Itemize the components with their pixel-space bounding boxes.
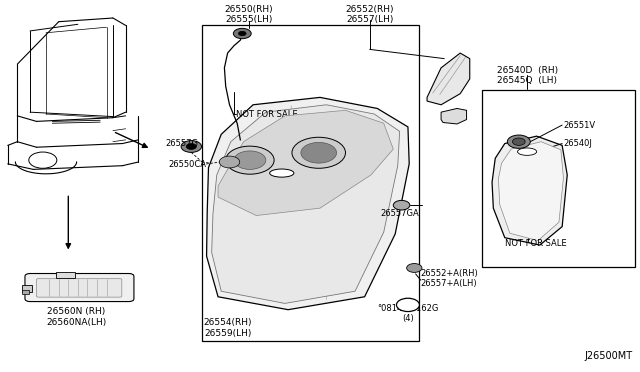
Text: 26540D  (RH)
26545Q  (LH): 26540D (RH) 26545Q (LH) xyxy=(497,65,557,85)
Text: J26500MT: J26500MT xyxy=(584,352,632,361)
Text: 26550(RH)
26555(LH): 26550(RH) 26555(LH) xyxy=(224,4,273,24)
Text: 26552(RH)
26557(LH): 26552(RH) 26557(LH) xyxy=(346,4,394,24)
Circle shape xyxy=(406,263,422,272)
Text: 26551V: 26551V xyxy=(563,121,596,129)
Text: B: B xyxy=(403,300,409,310)
Bar xyxy=(202,25,419,341)
Circle shape xyxy=(394,201,410,210)
Text: 26540J: 26540J xyxy=(563,139,592,148)
Ellipse shape xyxy=(518,148,537,155)
Text: 26554(RH)
26559(LH): 26554(RH) 26559(LH) xyxy=(204,318,252,338)
Bar xyxy=(483,90,636,267)
Circle shape xyxy=(239,31,246,36)
Circle shape xyxy=(220,156,240,168)
Polygon shape xyxy=(218,110,394,215)
Circle shape xyxy=(396,298,419,311)
Text: 26550C: 26550C xyxy=(286,172,319,181)
Polygon shape xyxy=(427,53,470,105)
Circle shape xyxy=(186,144,196,150)
Circle shape xyxy=(513,138,525,145)
Text: 26550CA: 26550CA xyxy=(168,160,206,169)
Text: 26557G: 26557G xyxy=(166,139,199,148)
Circle shape xyxy=(226,146,274,174)
Text: 26560N (RH)
26560NA(LH): 26560N (RH) 26560NA(LH) xyxy=(47,307,107,327)
Polygon shape xyxy=(207,97,409,310)
Bar xyxy=(22,285,32,292)
Circle shape xyxy=(292,137,346,168)
Polygon shape xyxy=(492,136,567,245)
Text: 26557GA: 26557GA xyxy=(381,209,419,218)
Polygon shape xyxy=(499,142,563,241)
FancyBboxPatch shape xyxy=(25,273,134,302)
FancyBboxPatch shape xyxy=(36,279,122,297)
Polygon shape xyxy=(212,105,399,304)
Circle shape xyxy=(508,135,531,148)
Polygon shape xyxy=(441,109,467,124)
Circle shape xyxy=(234,151,266,169)
Bar xyxy=(56,272,75,278)
Circle shape xyxy=(234,28,251,39)
Circle shape xyxy=(301,142,337,163)
Bar xyxy=(22,290,29,294)
Text: NOT FOR SALE: NOT FOR SALE xyxy=(504,239,566,248)
Text: NOT FOR SALE: NOT FOR SALE xyxy=(236,109,298,119)
Ellipse shape xyxy=(269,169,294,177)
Text: °08146-6162G
(4): °08146-6162G (4) xyxy=(377,304,438,323)
Circle shape xyxy=(181,141,202,153)
Text: 26552+A(RH)
26557+A(LH): 26552+A(RH) 26557+A(LH) xyxy=(420,269,479,288)
